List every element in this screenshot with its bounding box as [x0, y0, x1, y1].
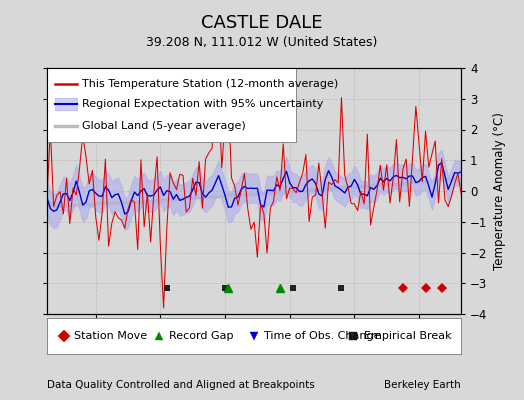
Text: Time of Obs. Change: Time of Obs. Change — [265, 331, 381, 341]
Text: 39.208 N, 111.012 W (United States): 39.208 N, 111.012 W (United States) — [146, 36, 378, 49]
Text: Station Move: Station Move — [74, 331, 147, 341]
Y-axis label: Temperature Anomaly (°C): Temperature Anomaly (°C) — [493, 112, 506, 270]
Text: CASTLE DALE: CASTLE DALE — [201, 14, 323, 32]
Text: Empirical Break: Empirical Break — [364, 331, 452, 341]
Text: Data Quality Controlled and Aligned at Breakpoints: Data Quality Controlled and Aligned at B… — [47, 380, 315, 390]
Text: Record Gap: Record Gap — [169, 331, 234, 341]
Text: Berkeley Earth: Berkeley Earth — [385, 380, 461, 390]
